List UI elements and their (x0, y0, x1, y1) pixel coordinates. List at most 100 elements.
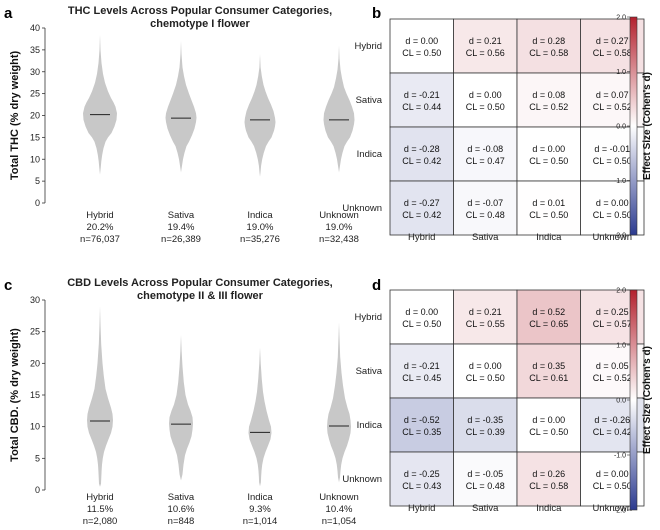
col-label-unknown: Unknown (592, 503, 632, 514)
chart-title-c-line-2: chemotype II & III flower (137, 290, 264, 302)
cell-fill (516, 180, 581, 236)
cell-fill (516, 451, 581, 507)
cell-fill (453, 72, 518, 128)
category-label-hybrid: Hybrid (86, 210, 113, 221)
violin-sativa (169, 334, 193, 481)
panel-letter-d: d (372, 277, 381, 294)
cell-cl-value: CL = 0.50 (529, 210, 568, 220)
heatmap-cell: d = 0.28 CL = 0.58 (516, 18, 581, 74)
y-axis-label-c: Total CBD. (% dry weight) (9, 328, 21, 462)
n-label-sativa: n=848 (168, 516, 195, 527)
cell-fill (453, 397, 518, 453)
median-label-indica: 19.0% (247, 222, 274, 233)
heatmap-d: Hybrid d = 0.00 CL = 0.50 d = 0.21 CL = 0.55… (342, 289, 645, 514)
colorbar-tick-label: -1.0 (614, 453, 626, 460)
cell-fill (516, 397, 581, 453)
col-label-indica: Indica (536, 232, 562, 243)
y-tick-label: 30 (30, 67, 40, 77)
col-label-unknown: Unknown (592, 232, 632, 243)
cell-cl-value: CL = 0.35 (402, 427, 441, 437)
heatmap-cell: d = -0.35 CL = 0.39 (453, 397, 518, 453)
row-label-unknown: Unknown (342, 203, 382, 214)
heatmap-cell: d = 0.00 CL = 0.50 (516, 397, 581, 453)
y-tick-label: 20 (30, 358, 40, 368)
cell-cl-value: CL = 0.44 (402, 102, 441, 112)
cell-cl-value: CL = 0.58 (529, 481, 568, 491)
colorbar-gradient (629, 289, 638, 511)
row-label-sativa: Sativa (356, 95, 383, 106)
cell-cl-value: CL = 0.56 (466, 48, 505, 58)
cell-d-value: d = -0.25 (404, 469, 440, 479)
cell-d-value: d = -0.08 (467, 144, 503, 154)
y-tick-label: 5 (35, 176, 40, 186)
colorbar-label: Effect Size (Cohen's d) (642, 72, 653, 180)
y-tick-label: 30 (30, 295, 40, 305)
y-tick-label: 40 (30, 23, 40, 33)
heatmap-cell: d = 0.35 CL = 0.61 (516, 343, 581, 399)
colorbar-tick-label: 2.0 (616, 288, 626, 295)
colorbar-tick-label: 0.0 (616, 124, 626, 131)
cell-d-value: d = 0.00 (532, 144, 565, 154)
y-tick-label: 20 (30, 111, 40, 121)
heatmap-cell: d = 0.21 CL = 0.55 (453, 289, 518, 345)
cell-cl-value: CL = 0.50 (593, 156, 632, 166)
cell-d-value: d = 0.00 (405, 36, 438, 46)
violin-sativa (165, 41, 197, 173)
cell-d-value: d = -0.07 (467, 198, 503, 208)
cell-d-value: d = 0.35 (532, 361, 565, 371)
cell-fill (516, 289, 581, 345)
heatmap-cell: d = -0.05 CL = 0.48 (453, 451, 518, 507)
y-tick-label: 15 (30, 390, 40, 400)
colorbar-tick-label: -2.0 (614, 508, 626, 515)
heatmap-cell: d = 0.00 CL = 0.50 (389, 289, 454, 345)
cell-cl-value: CL = 0.50 (529, 427, 568, 437)
heatmap-cell: d = -0.08 CL = 0.47 (453, 126, 518, 182)
heatmap-cell: d = 0.52 CL = 0.65 (516, 289, 581, 345)
violin-indica (248, 347, 272, 487)
chart-title-a-line-1: THC Levels Across Popular Consumer Categ… (68, 5, 332, 17)
cell-d-value: d = 0.00 (469, 90, 502, 100)
cell-d-value: d = 0.52 (532, 307, 565, 317)
heatmap-cell: d = -0.21 CL = 0.45 (389, 343, 454, 399)
cell-cl-value: CL = 0.50 (402, 319, 441, 329)
violin-hybrid (83, 34, 117, 175)
cell-d-value: d = 0.01 (532, 198, 565, 208)
cell-d-value: d = 0.28 (532, 36, 565, 46)
violin-chart-c: CBD Levels Across Popular Consumer Categ… (9, 277, 359, 527)
violin-unknown (327, 322, 351, 483)
cell-d-value: d = -0.01 (594, 144, 630, 154)
cell-d-value: d = 0.21 (469, 36, 502, 46)
cell-fill (389, 451, 454, 507)
cell-cl-value: CL = 0.50 (593, 210, 632, 220)
n-label-sativa: n=26,389 (161, 234, 201, 245)
cell-cl-value: CL = 0.50 (466, 373, 505, 383)
y-tick-label: 10 (30, 154, 40, 164)
cell-d-value: d = -0.05 (467, 469, 503, 479)
y-tick-label: 35 (30, 45, 40, 55)
heatmap-cell: d = -0.28 CL = 0.42 (389, 126, 454, 182)
cell-fill (516, 126, 581, 182)
cell-fill (453, 343, 518, 399)
panel-letter-b: b (372, 5, 381, 22)
cell-d-value: d = -0.26 (594, 415, 630, 425)
category-label-indica: Indica (247, 210, 273, 221)
cell-cl-value: CL = 0.48 (466, 481, 505, 491)
col-label-hybrid: Hybrid (408, 232, 435, 243)
colorbar-tick-label: 1.0 (616, 343, 626, 350)
category-label-unknown: Unknown (319, 492, 359, 503)
cell-d-value: d = 0.00 (532, 415, 565, 425)
violin-chart-a: THC Levels Across Popular Consumer Categ… (9, 5, 359, 245)
cell-d-value: d = 0.00 (596, 469, 629, 479)
cell-fill (516, 343, 581, 399)
heatmap-cell: d = -0.21 CL = 0.44 (389, 72, 454, 128)
median-label-unknown: 10.4% (326, 504, 353, 515)
cell-fill (389, 343, 454, 399)
col-label-hybrid: Hybrid (408, 503, 435, 514)
heatmap-cell: d = 0.00 CL = 0.50 (516, 126, 581, 182)
n-label-unknown: n=32,438 (319, 234, 359, 245)
category-label-sativa: Sativa (168, 210, 195, 221)
col-label-sativa: Sativa (472, 503, 499, 514)
panel-letter-a: a (4, 5, 13, 22)
cell-cl-value: CL = 0.52 (529, 102, 568, 112)
